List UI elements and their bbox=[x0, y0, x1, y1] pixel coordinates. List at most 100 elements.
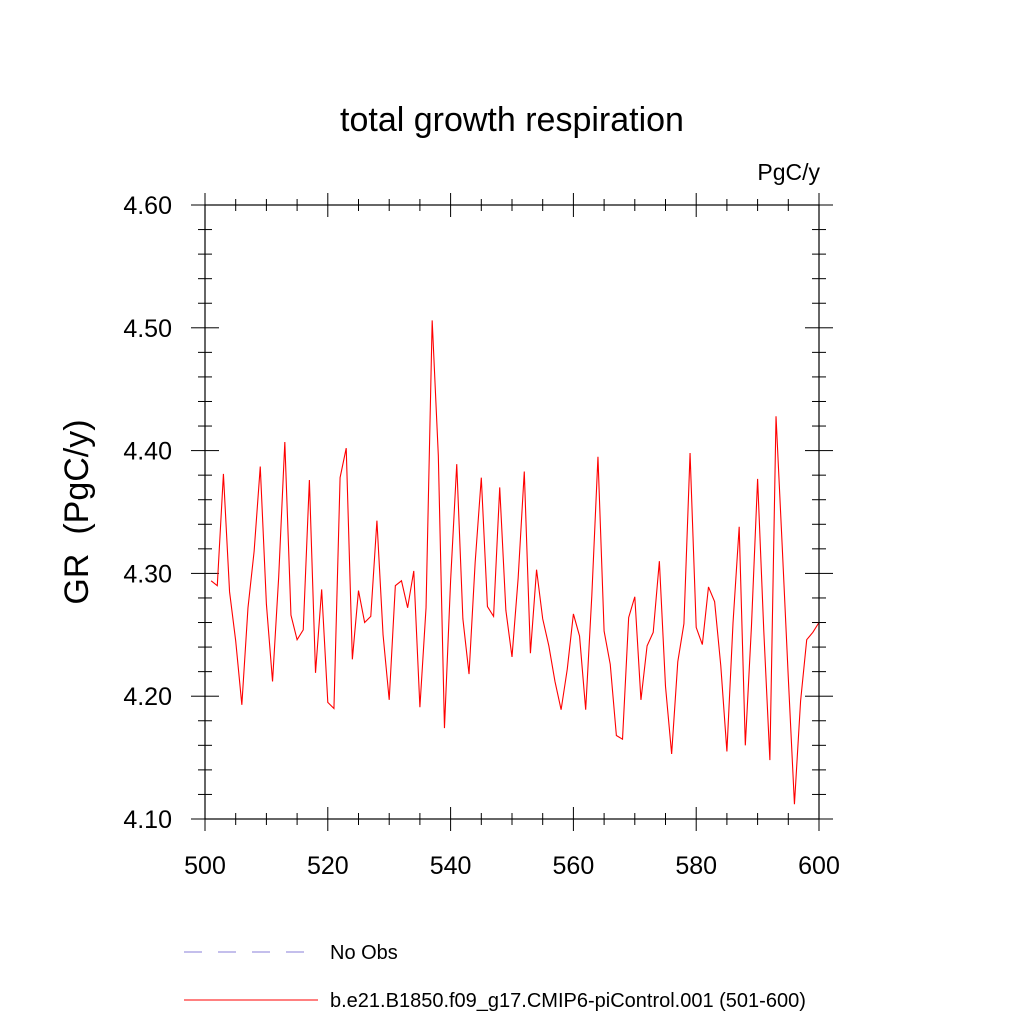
data-point bbox=[432, 320, 433, 321]
x-tick-label: 560 bbox=[553, 852, 595, 880]
data-point bbox=[739, 526, 740, 527]
data-point bbox=[782, 545, 783, 546]
data-point bbox=[530, 653, 531, 654]
data-point bbox=[419, 707, 420, 708]
data-point bbox=[683, 623, 684, 624]
data-point bbox=[806, 639, 807, 640]
data-point bbox=[646, 645, 647, 646]
data-point bbox=[775, 416, 776, 417]
data-point bbox=[720, 665, 721, 666]
x-tick-label: 520 bbox=[307, 852, 349, 880]
data-point bbox=[370, 616, 371, 617]
data-point bbox=[290, 615, 291, 616]
units-label: PgC/y bbox=[757, 159, 820, 185]
data-point bbox=[696, 627, 697, 628]
data-point bbox=[585, 709, 586, 710]
data-point bbox=[217, 585, 218, 586]
y-tick-label: 4.50 bbox=[123, 315, 172, 343]
plot-frame bbox=[204, 204, 820, 820]
data-point bbox=[800, 701, 801, 702]
data-point bbox=[211, 580, 212, 581]
data-point bbox=[321, 589, 322, 590]
y-axis-label: GR (PgC/y) bbox=[58, 419, 96, 604]
data-point bbox=[407, 607, 408, 608]
data-point bbox=[425, 607, 426, 608]
data-point bbox=[604, 631, 605, 632]
data-point bbox=[260, 466, 261, 467]
data-point bbox=[333, 708, 334, 709]
series-line bbox=[210, 320, 820, 805]
data-point bbox=[542, 618, 543, 619]
data-point bbox=[339, 477, 340, 478]
data-point bbox=[628, 617, 629, 618]
data-point bbox=[450, 580, 451, 581]
data-point bbox=[235, 640, 236, 641]
data-point bbox=[812, 632, 813, 633]
data-point bbox=[382, 634, 383, 635]
data-point bbox=[284, 441, 285, 442]
data-point bbox=[456, 464, 457, 465]
data-point bbox=[548, 645, 549, 646]
data-point bbox=[591, 595, 592, 596]
data-point bbox=[726, 751, 727, 752]
data-point bbox=[327, 702, 328, 703]
data-point bbox=[751, 626, 752, 627]
data-point bbox=[677, 661, 678, 662]
data-point bbox=[561, 709, 562, 710]
data-point bbox=[487, 606, 488, 607]
data-point bbox=[468, 674, 469, 675]
data-point bbox=[567, 669, 568, 670]
data-point bbox=[524, 471, 525, 472]
data-point bbox=[616, 735, 617, 736]
data-point bbox=[223, 473, 224, 474]
series-layer bbox=[210, 320, 820, 805]
data-point bbox=[346, 448, 347, 449]
data-point bbox=[714, 601, 715, 602]
data-point bbox=[763, 629, 764, 630]
data-point bbox=[481, 477, 482, 478]
data-point bbox=[297, 639, 298, 640]
data-point bbox=[573, 613, 574, 614]
data-point bbox=[634, 596, 635, 597]
data-point bbox=[579, 635, 580, 636]
y-tick-label: 4.20 bbox=[123, 683, 172, 711]
data-point bbox=[622, 739, 623, 740]
data-point bbox=[272, 681, 273, 682]
data-point bbox=[554, 681, 555, 682]
data-point bbox=[518, 578, 519, 579]
data-point bbox=[493, 616, 494, 617]
data-point bbox=[702, 644, 703, 645]
data-point bbox=[395, 585, 396, 586]
data-point bbox=[511, 656, 512, 657]
data-point bbox=[757, 478, 758, 479]
data-point bbox=[536, 569, 537, 570]
data-point bbox=[610, 664, 611, 665]
data-point bbox=[462, 618, 463, 619]
data-point bbox=[266, 604, 267, 605]
data-point bbox=[640, 699, 641, 700]
data-point bbox=[597, 456, 598, 457]
data-point bbox=[278, 576, 279, 577]
data-point bbox=[653, 632, 654, 633]
data-point bbox=[241, 704, 242, 705]
x-tick-label: 600 bbox=[798, 852, 840, 880]
legend-label-1: b.e21.B1850.f09_g17.CMIP6-piControl.001 … bbox=[330, 990, 806, 1012]
chart-title: total growth respiration bbox=[340, 101, 684, 139]
data-point bbox=[499, 487, 500, 488]
data-point bbox=[659, 561, 660, 562]
axis-ticks: 500 520 540 560 580 600 4.10 4.20 4.30 4.40 4.50 4.… bbox=[123, 192, 840, 880]
legend: No Obs b.e21.B1850.f09_g17.CMIP6-piContro… bbox=[184, 942, 806, 1012]
data-point bbox=[247, 607, 248, 608]
data-point bbox=[376, 520, 377, 521]
data-point bbox=[475, 562, 476, 563]
data-point bbox=[665, 686, 666, 687]
data-point bbox=[229, 591, 230, 592]
data-point bbox=[438, 455, 439, 456]
data-point bbox=[732, 622, 733, 623]
y-tick-label: 4.10 bbox=[123, 806, 172, 834]
legend-label-0: No Obs bbox=[330, 942, 398, 964]
y-tick-label: 4.30 bbox=[123, 560, 172, 588]
data-point bbox=[794, 804, 795, 805]
data-point bbox=[769, 759, 770, 760]
